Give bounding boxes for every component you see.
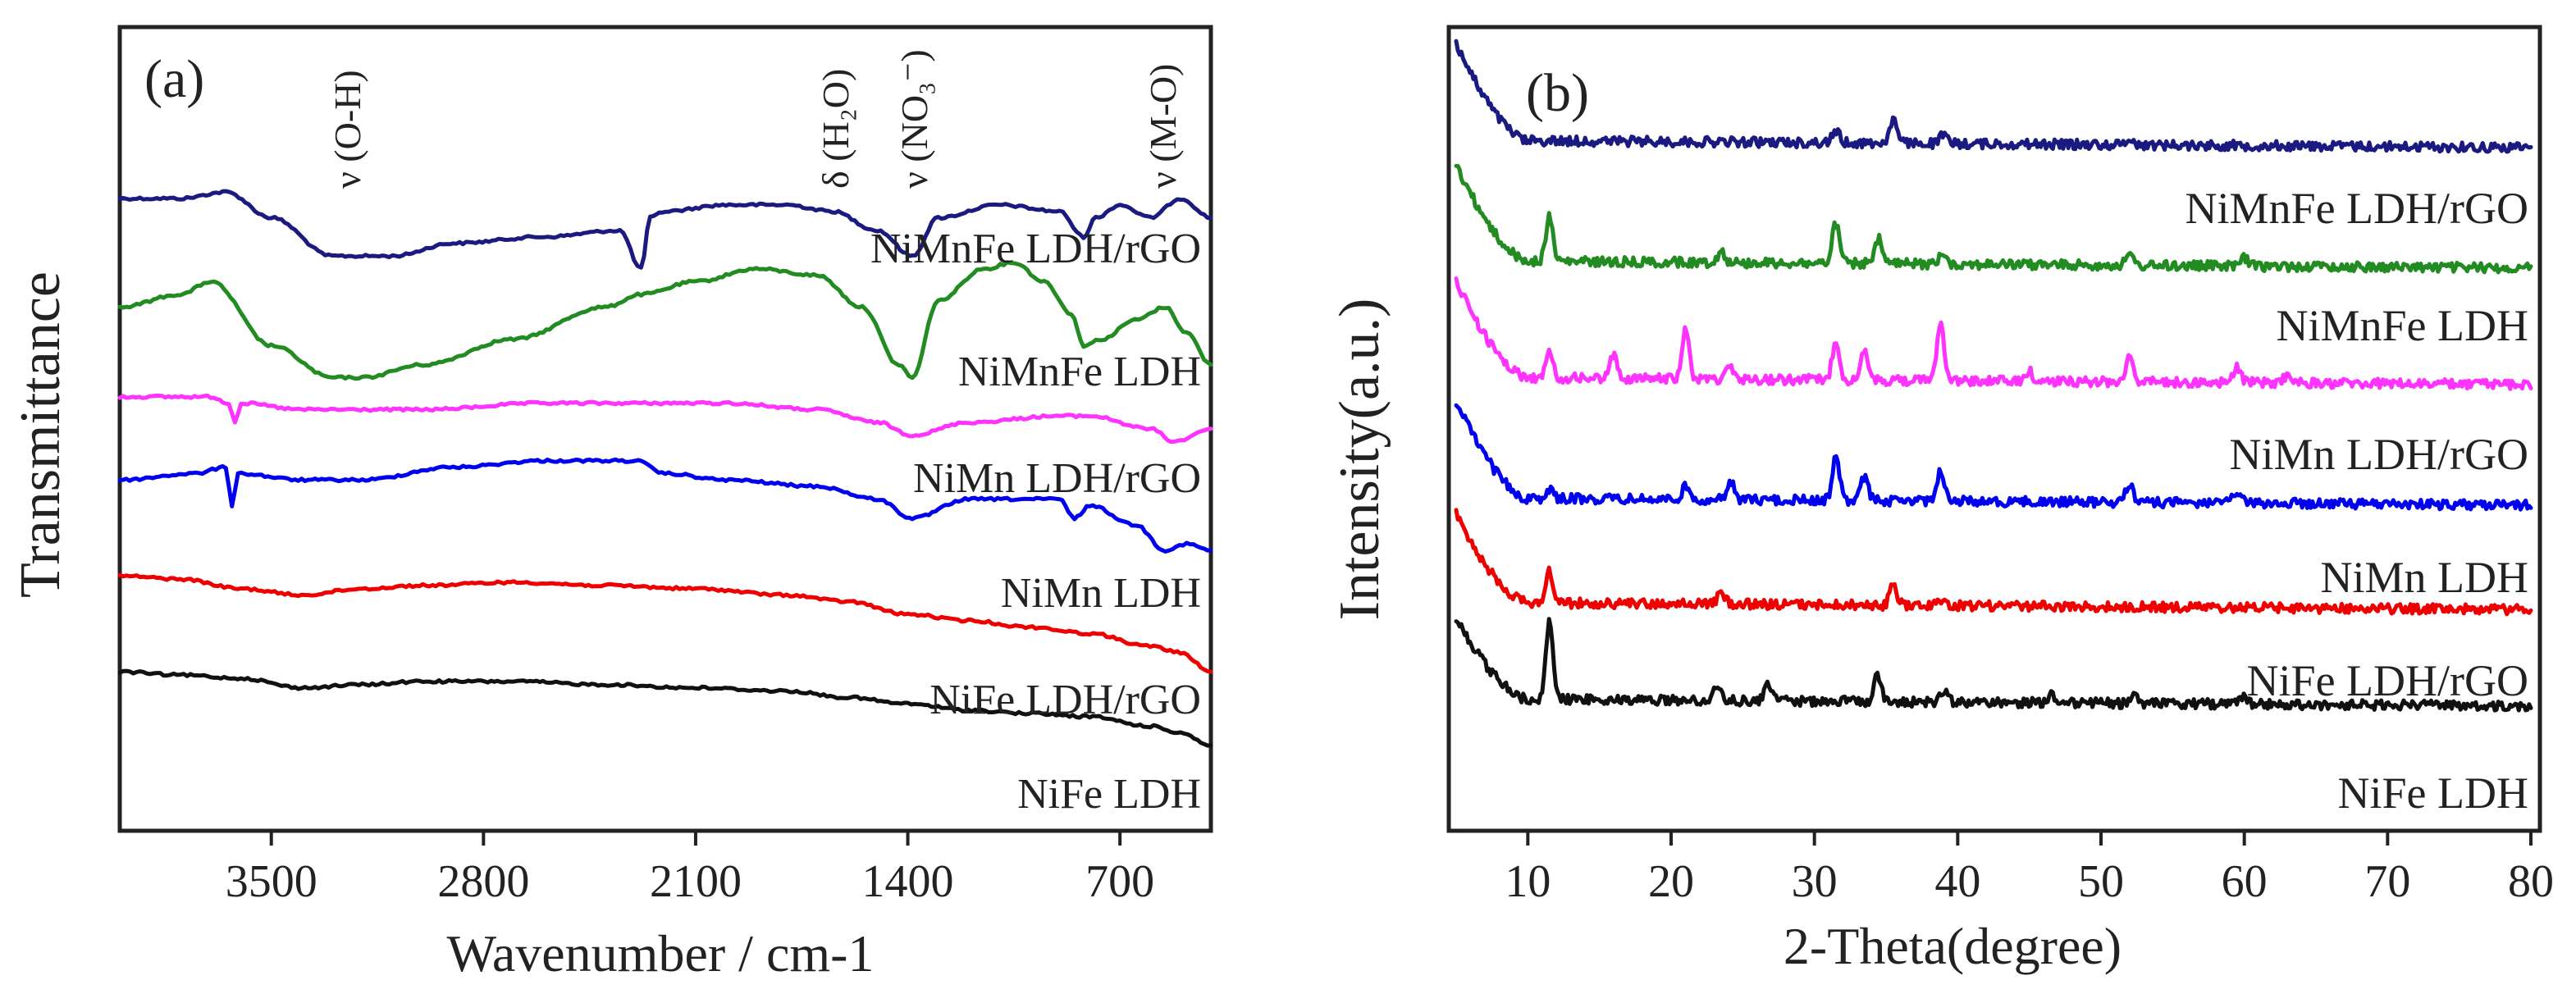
- panel-b-frame: [1446, 25, 2542, 833]
- panel-a-series: [117, 189, 1213, 748]
- panel-a-series-labels: NiMnFe LDH/rGO NiMnFe LDH NiMn LDH/rGO NiMn…: [870, 226, 1201, 818]
- panel-a-x-tick-label: 2100: [650, 856, 742, 907]
- panel-a-annotations: ν (O-H) δ (H₂O) ν (NO₃⁻) ν (M-O): [327, 49, 1184, 189]
- panel-b-y-axis-label: Intensity(a.u.): [1328, 299, 1391, 621]
- panel-b-label-nimnfe-ldh-rgo: NiMnFe LDH/rGO: [2185, 184, 2528, 233]
- panel-b-x-axis-label: 2-Theta(degree): [1784, 917, 2122, 975]
- panel-b-series-nimn-ldh-rgo: [1454, 276, 2533, 391]
- panel-b-series-labels: NiMnFe LDH/rGO NiMnFe LDH NiMn LDH/rGO NiMn…: [2185, 184, 2528, 818]
- panel-a-series-nimnfe-ldh-rgo: [117, 189, 1213, 270]
- panel-b-x-tick-label: 40: [1934, 856, 1980, 907]
- panel-a-x-ticks: 3500 2800 2100 1400 700: [226, 831, 1154, 907]
- panel-b-x-tick-label: 30: [1792, 856, 1838, 907]
- panel-b-label-nife-ldh-rgo: NiFe LDH/rGO: [2247, 656, 2528, 705]
- panel-b-series-nife-ldh-rgo: [1454, 508, 2533, 617]
- panel-a-annotation-m-o: ν (M-O): [1142, 64, 1184, 189]
- panel-a-y-axis-label: Transmittance: [9, 271, 72, 598]
- panel-a-ftir: (a) ν (O-H) δ (H₂O) ν (NO₃⁻) ν (M-O) NiMnFe…: [9, 25, 1213, 982]
- panel-a-x-tick-label: 3500: [226, 856, 317, 907]
- panel-a-series-nife-ldh-rgo: [117, 572, 1213, 674]
- panel-b-label-nimn-ldh-rgo: NiMn LDH/rGO: [2230, 430, 2528, 479]
- panel-a-x-tick-label: 1400: [862, 856, 954, 907]
- panel-b-series-nimnfe-ldh-rgo: [1454, 39, 2533, 154]
- panel-b-tag: (b): [1526, 63, 1589, 123]
- panel-b-x-tick-label: 20: [1648, 856, 1694, 907]
- panel-b-series-nimn-ldh: [1454, 403, 2533, 512]
- panel-a-x-tick-label: 2800: [437, 856, 529, 907]
- panel-a-label-nife-ldh: NiFe LDH: [1017, 771, 1201, 818]
- panel-a-label-nimnfe-ldh-rgo: NiMnFe LDH/rGO: [870, 226, 1201, 272]
- panel-a-label-nimn-ldh: NiMn LDH: [1001, 570, 1201, 617]
- panel-a-label-nimnfe-ldh: NiMnFe LDH: [958, 349, 1201, 395]
- panel-b-x-tick-label: 50: [2078, 856, 2124, 907]
- panel-b-x-tick-label: 80: [2508, 856, 2554, 907]
- panel-b-label-nife-ldh: NiFe LDH: [2338, 768, 2528, 818]
- panel-b-label-nimn-ldh: NiMn LDH: [2321, 553, 2529, 602]
- panel-b-x-ticks: 10 20 30 40 50 60 70 80: [1505, 831, 2554, 907]
- panel-b-x-tick-label: 60: [2222, 856, 2268, 907]
- panel-b-series-nife-ldh: [1454, 617, 2533, 713]
- panel-a-tag: (a): [144, 49, 204, 109]
- panel-a-x-tick-label: 700: [1085, 856, 1154, 907]
- panel-b-label-nimnfe-ldh: NiMnFe LDH: [2277, 301, 2529, 350]
- panel-a-label-nimn-ldh-rgo: NiMn LDH/rGO: [913, 455, 1201, 502]
- panel-b-xrd: (b) NiMnFe LDH/rGO NiMnFe LDH NiMn LDH/rGO…: [1328, 25, 2554, 975]
- panel-a-series-nimn-ldh: [117, 457, 1213, 554]
- panel-a-x-axis-label: Wavenumber / cm-1: [447, 924, 875, 982]
- panel-a-annotation-no: ν (NO₃⁻): [893, 49, 935, 189]
- panel-b-x-tick-label: 10: [1505, 856, 1551, 907]
- panel-b-x-tick-label: 70: [2364, 856, 2410, 907]
- panel-a-annotation-o-h: ν (O-H): [327, 70, 368, 189]
- panel-a-label-nife-ldh-rgo: NiFe LDH/rGO: [929, 677, 1201, 723]
- panel-a-annotation-h-o: δ (H₂O): [815, 69, 856, 189]
- panel-b-series: [1454, 39, 2533, 713]
- panel-a-series-nimnfe-ldh: [117, 260, 1213, 381]
- panel-a-series-nife-ldh: [117, 668, 1213, 748]
- panel-a-series-nimn-ldh-rgo: [117, 393, 1213, 445]
- panel-b-series-nimnfe-ldh: [1454, 163, 2533, 275]
